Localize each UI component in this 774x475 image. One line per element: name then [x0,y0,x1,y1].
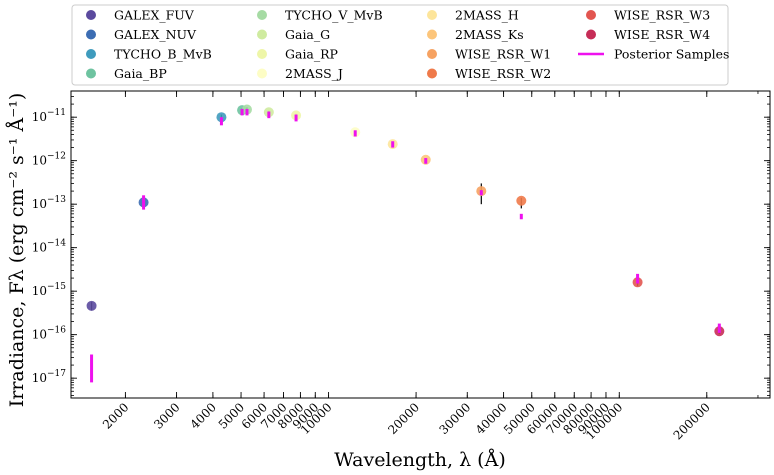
legend-label: WISE_RSR_W1 [455,47,551,62]
y-tick-exponent: −13 [47,195,66,205]
legend-marker [86,49,96,59]
data-point [86,300,97,311]
legend-marker [86,29,96,40]
y-tick-exponent: −16 [47,326,66,336]
legend-marker [427,49,437,59]
y-tick-exponent: −11 [47,108,66,118]
legend-marker [427,29,437,40]
legend-label: GALEX_NUV [114,27,197,42]
legend-label: Posterior Samples [614,47,729,62]
x-tick-label: 5000 [216,400,247,431]
legend-label: Gaia_BP [114,66,167,81]
x-tick-label: 30000 [436,400,473,437]
plot-area [86,104,725,383]
y-tick-base: 10 [32,154,47,168]
legend-label: 2MASS_J [285,66,343,81]
data-point [516,195,527,206]
y-tick-label: 10−15 [32,282,67,298]
y-tick-label: 10−16 [32,326,67,342]
y-tick-base: 10 [32,110,47,124]
legend: GALEX_FUV GALEX_NUV TYCHO_B_MvB Gaia_BP TYCH… [71,4,729,86]
legend-label: WISE_RSR_W2 [455,66,551,81]
y-tick-exponent: −14 [47,239,66,249]
legend-label: Gaia_RP [285,47,338,62]
legend-marker [257,49,267,59]
y-tick-base: 10 [32,197,47,211]
legend-marker [257,29,267,40]
legend-marker [586,29,596,40]
y-tick-exponent: −17 [47,369,66,379]
legend-marker [86,68,96,79]
legend-marker [257,68,267,79]
x-axis-label: Wavelength, λ (Å) [334,449,505,471]
y-tick-base: 10 [32,241,47,255]
x-tick-label: 4000 [188,400,219,431]
x-tick-label: 20000 [385,400,422,437]
y-tick-label: 10−14 [32,239,67,255]
y-tick-label: 10−12 [32,152,66,168]
legend-box [71,4,729,86]
y-tick-exponent: −15 [47,282,66,292]
x-tick-label: 3000 [151,400,182,431]
y-tick-label: 10−13 [32,195,67,211]
y-tick-label: 10−17 [32,369,67,385]
y-tick-exponent: −12 [47,152,66,162]
legend-label: WISE_RSR_W4 [614,27,710,42]
legend-label: 2MASS_Ks [455,27,524,42]
legend-marker [86,10,96,20]
y-axis-label: Irradiance, Fλ (erg cm⁻² s⁻¹ Å⁻¹) [6,93,28,408]
x-tick-label: 2000 [100,400,131,431]
legend-marker [427,68,437,79]
legend-marker [257,10,267,20]
legend-label: WISE_RSR_W3 [614,8,710,23]
plot-frame [70,90,771,399]
legend-label: 2MASS_H [455,8,519,23]
legend-label: TYCHO_V_MvB [285,8,383,23]
x-tick-label: 200000 [671,400,713,442]
y-tick-base: 10 [32,284,47,298]
y-tick-label: 10−11 [32,108,66,124]
y-tick-base: 10 [32,328,47,342]
legend-label: Gaia_G [285,27,330,42]
legend-marker [427,10,437,20]
legend-label: GALEX_FUV [114,8,195,23]
legend-label: TYCHO_B_MvB [114,47,212,62]
legend-marker [586,10,596,20]
y-tick-base: 10 [32,371,47,385]
